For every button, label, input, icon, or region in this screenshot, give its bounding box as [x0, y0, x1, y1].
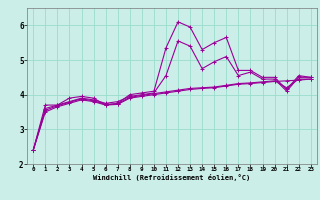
- X-axis label: Windchill (Refroidissement éolien,°C): Windchill (Refroidissement éolien,°C): [93, 174, 251, 181]
